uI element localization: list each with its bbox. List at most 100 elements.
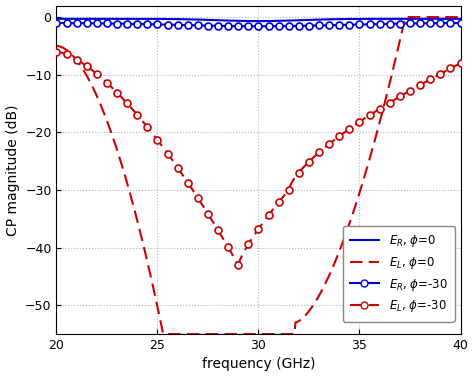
$E_R$, $\phi$=-30 <box>337 23 342 27</box>
$E_L$, $\phi$=-30 <box>195 196 201 200</box>
$E_R$, $\phi$=-30 <box>367 22 373 26</box>
$E_L$, $\phi$=-30 <box>337 134 342 138</box>
$E_L$, $\phi$=-30 <box>387 100 392 105</box>
$E_L$, $\phi$=-30 <box>64 52 69 57</box>
$E_L$, $\phi$=-30 <box>377 106 383 111</box>
$E_R$, $\phi$=-30 <box>215 24 221 28</box>
$E_R$, $\phi$=-30 <box>84 21 90 26</box>
$E_R$, $\phi$=-30 <box>135 22 140 26</box>
$E_L$, $\phi$=-30 <box>346 127 352 131</box>
$E_R$, $\phi$=-30 <box>104 21 110 26</box>
$E_R$, $\phi$=0 <box>346 17 352 21</box>
$E_R$, $\phi$=-30 <box>447 21 453 25</box>
$E_L$, $\phi$=-30 <box>185 180 191 185</box>
$E_R$, $\phi$=-30 <box>397 21 403 26</box>
$E_R$, $\phi$=0 <box>54 17 59 21</box>
$E_L$, $\phi$=-30 <box>417 83 423 87</box>
$E_R$, $\phi$=-30 <box>255 24 261 29</box>
$E_L$, $\phi$=0 <box>102 113 108 118</box>
$E_L$, $\phi$=-30 <box>54 49 59 54</box>
$E_L$, $\phi$=-30 <box>246 242 251 247</box>
$E_R$, $\phi$=-30 <box>175 23 181 27</box>
$E_R$, $\phi$=-30 <box>438 21 443 25</box>
$E_L$, $\phi$=0 <box>54 44 59 48</box>
$E_R$, $\phi$=-30 <box>356 22 362 27</box>
$E_R$, $\phi$=-30 <box>327 23 332 28</box>
$E_L$, $\phi$=-30 <box>327 142 332 146</box>
$E_L$, $\phi$=-30 <box>205 211 211 216</box>
$E_R$, $\phi$=0 <box>309 17 314 22</box>
$E_R$, $\phi$=-30 <box>296 24 302 28</box>
$E_L$, $\phi$=-30 <box>74 57 80 62</box>
$E_L$, $\phi$=-30 <box>215 228 221 233</box>
$E_R$, $\phi$=-30 <box>246 24 251 29</box>
$E_L$, $\phi$=-30 <box>276 200 282 204</box>
$E_L$, $\phi$=0 <box>403 15 409 19</box>
$E_L$, $\phi$=-30 <box>356 120 362 124</box>
$E_L$, $\phi$=0 <box>348 216 354 221</box>
$E_L$, $\phi$=-30 <box>84 64 90 69</box>
$E_R$, $\phi$=-30 <box>54 21 59 25</box>
$E_L$, $\phi$=-30 <box>296 170 302 175</box>
$E_L$, $\phi$=-30 <box>286 188 292 192</box>
$E_L$, $\phi$=-30 <box>236 263 241 267</box>
$E_R$, $\phi$=0 <box>458 17 464 21</box>
$E_R$, $\phi$=-30 <box>276 24 282 28</box>
$E_L$, $\phi$=-30 <box>114 90 120 95</box>
$E_L$, $\phi$=-30 <box>135 113 140 117</box>
$E_R$, $\phi$=-30 <box>407 21 413 26</box>
$E_L$, $\phi$=-30 <box>458 61 464 66</box>
$E_R$, $\phi$=-30 <box>286 24 292 28</box>
$E_L$, $\phi$=-30 <box>316 150 322 155</box>
$E_L$, $\phi$=0 <box>186 332 192 336</box>
$E_L$, $\phi$=-30 <box>165 151 171 156</box>
$E_R$, $\phi$=-30 <box>316 23 322 28</box>
$E_L$, $\phi$=-30 <box>94 72 100 76</box>
Line: $E_L$, $\phi$=0: $E_L$, $\phi$=0 <box>56 17 461 334</box>
$E_R$, $\phi$=-30 <box>94 21 100 26</box>
$E_R$, $\phi$=0 <box>214 18 219 22</box>
$E_R$, $\phi$=0 <box>185 17 191 21</box>
$E_R$, $\phi$=0 <box>348 17 354 21</box>
$E_L$, $\phi$=-30 <box>447 66 453 71</box>
$E_R$, $\phi$=-30 <box>145 22 150 26</box>
X-axis label: frequency (GHz): frequency (GHz) <box>202 357 315 371</box>
Legend: $E_R$, $\phi$=0, $E_L$, $\phi$=0, $E_R$, $\phi$=-30, $E_L$, $\phi$=-30: $E_R$, $\phi$=0, $E_L$, $\phi$=0, $E_R$,… <box>343 226 455 322</box>
$E_L$, $\phi$=-30 <box>438 72 443 76</box>
$E_L$, $\phi$=0 <box>161 332 167 336</box>
$E_R$, $\phi$=-30 <box>205 23 211 28</box>
$E_L$, $\phi$=-30 <box>155 138 160 142</box>
$E_L$, $\phi$=-30 <box>104 81 110 85</box>
$E_R$, $\phi$=-30 <box>124 21 130 26</box>
$E_L$, $\phi$=-30 <box>367 113 373 117</box>
$E_R$, $\phi$=-30 <box>306 23 312 28</box>
$E_R$, $\phi$=-30 <box>458 21 464 25</box>
$E_R$, $\phi$=-30 <box>225 24 231 28</box>
$E_L$, $\phi$=0 <box>346 222 352 227</box>
$E_L$, $\phi$=-30 <box>255 227 261 231</box>
$E_L$, $\phi$=-30 <box>397 94 403 99</box>
$E_L$, $\phi$=-30 <box>175 166 181 170</box>
Y-axis label: CP magnitude (dB): CP magnitude (dB) <box>6 104 19 236</box>
$E_R$, $\phi$=0 <box>102 17 108 21</box>
Line: $E_R$, $\phi$=0: $E_R$, $\phi$=0 <box>56 19 461 21</box>
$E_L$, $\phi$=0 <box>215 332 220 336</box>
$E_R$, $\phi$=-30 <box>236 24 241 28</box>
Line: $E_R$, $\phi$=-30: $E_R$, $\phi$=-30 <box>53 20 464 30</box>
$E_R$, $\phi$=0 <box>255 19 261 23</box>
$E_R$, $\phi$=-30 <box>155 22 160 27</box>
$E_L$, $\phi$=-30 <box>145 125 150 129</box>
$E_R$, $\phi$=-30 <box>114 21 120 26</box>
$E_L$, $\phi$=-30 <box>266 213 272 218</box>
$E_R$, $\phi$=-30 <box>165 22 171 27</box>
$E_R$, $\phi$=-30 <box>387 21 392 26</box>
$E_R$, $\phi$=-30 <box>185 23 191 28</box>
$E_R$, $\phi$=-30 <box>377 22 383 26</box>
$E_L$, $\phi$=-30 <box>124 101 130 106</box>
$E_R$, $\phi$=-30 <box>266 24 272 29</box>
$E_R$, $\phi$=-30 <box>64 21 69 25</box>
$E_R$, $\phi$=-30 <box>195 23 201 28</box>
$E_L$, $\phi$=0 <box>458 15 464 19</box>
$E_L$, $\phi$=0 <box>309 305 314 310</box>
$E_L$, $\phi$=-30 <box>428 77 433 81</box>
